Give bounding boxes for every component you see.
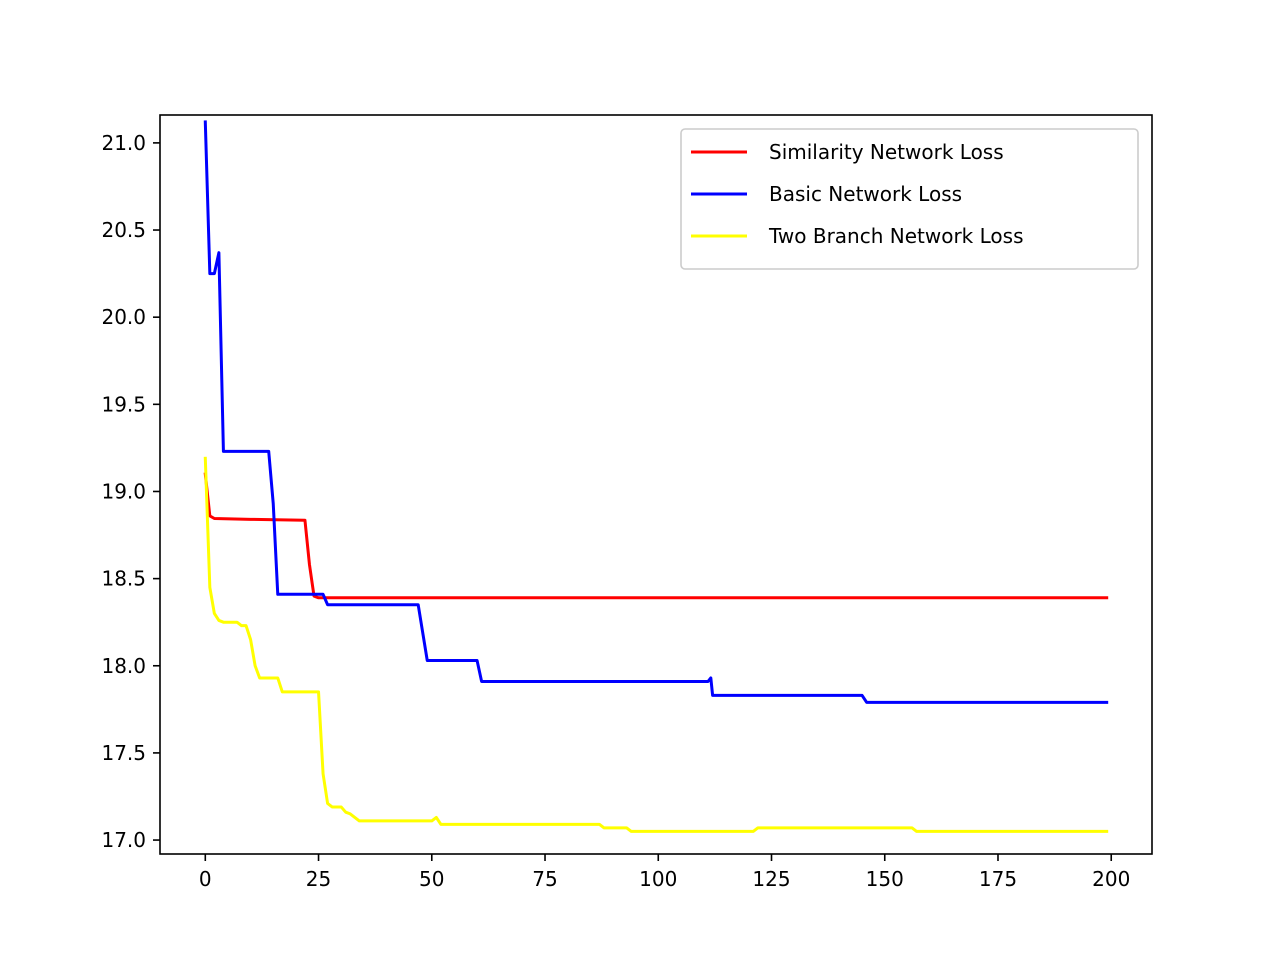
x-tick-label: 125 [752,867,790,891]
x-tick-label: 100 [639,867,677,891]
y-tick-label: 19.5 [101,392,146,416]
plot-area [159,114,1153,855]
series-line-2 [203,120,1109,704]
y-tick-label: 20.0 [101,305,146,329]
y-axis: 17.0 17.5 18.0 18.5 19.0 19.5 20.0 20.5 21.0 [101,131,160,852]
series-layer [203,120,1109,833]
x-tick-label: 25 [306,867,331,891]
legend: Similarity Network Loss Basic Network Los… [680,128,1139,270]
x-tick-label: 175 [979,867,1017,891]
x-tick-label: 50 [419,867,444,891]
series-line-1 [203,472,1109,600]
x-tick-label: 150 [866,867,904,891]
series-line-3 [203,456,1109,833]
x-tick-label: 0 [199,867,212,891]
legend-label-2: Basic Network Loss [769,182,962,206]
y-tick-label: 19.0 [101,479,146,503]
y-tick-label: 20.5 [101,218,146,242]
y-tick-label: 21.0 [101,131,146,155]
legend-label-1: Similarity Network Loss [769,140,1004,164]
legend-label-3: Two Branch Network Loss [768,224,1024,248]
y-tick-label: 18.5 [101,567,146,591]
y-tick-label: 18.0 [101,654,146,678]
x-tick-label: 200 [1092,867,1130,891]
y-tick-label: 17.0 [101,828,146,852]
y-tick-label: 17.5 [101,741,146,765]
x-tick-label: 75 [532,867,557,891]
legend-frame [680,128,1139,270]
x-axis: 0 25 50 75 100 125 150 175 200 [199,854,1130,891]
